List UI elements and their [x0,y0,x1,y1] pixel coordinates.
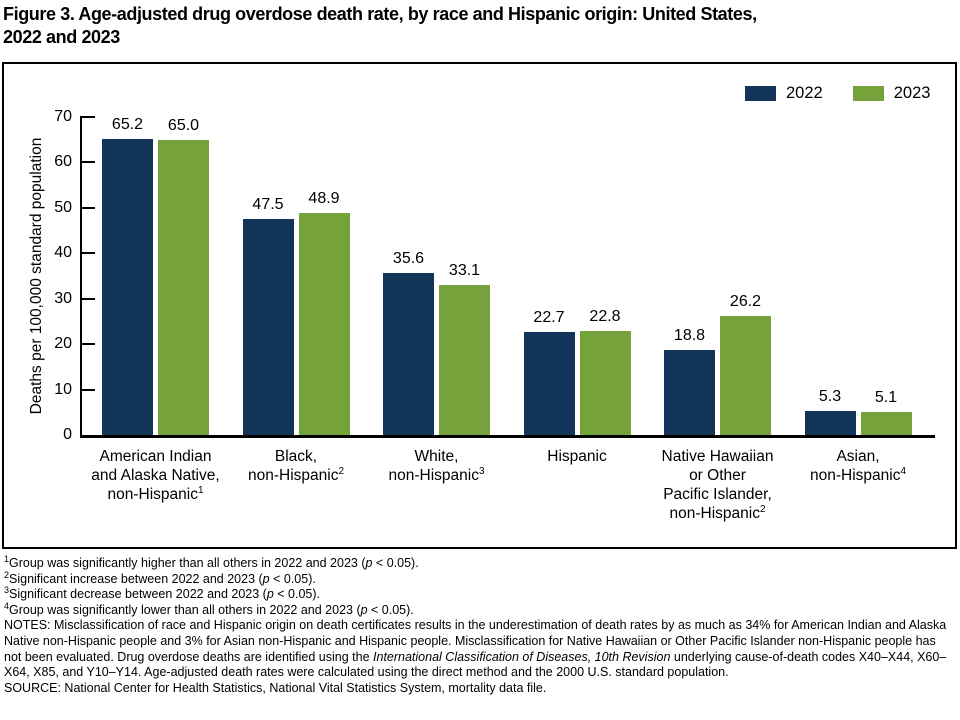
bar-value-label: 26.2 [729,292,762,310]
footnote-line-4: 4Group was significantly lower than all … [4,600,414,617]
legend-label-2022: 2022 [786,84,823,102]
category-footnote-marker: 2 [759,503,766,515]
legend: 2022 2023 [745,84,930,103]
figure-title-line-2: 2022 and 2023 [3,27,120,47]
bar-value-label: 33.1 [448,261,481,279]
y-axis-tick-label: 10 [54,380,72,398]
y-axis-tick [80,252,95,255]
figure-title: Figure 3. Age-adjusted drug overdose dea… [3,3,957,49]
y-axis-tick-label: 50 [54,198,72,216]
y-axis-tick-label: 40 [54,244,72,262]
y-axis-tick [80,206,95,209]
category-label-group-4: Hispanic [547,448,607,465]
bar-value-label: 48.9 [308,189,340,207]
category-footnote-marker: 1 [197,484,204,496]
footnote-line-3: 3Significant decrease between 2022 and 2… [4,585,321,602]
x-axis-line [80,435,935,438]
bar-value-label: 5.1 [874,388,898,406]
bar-value-label: 47.5 [252,196,284,214]
bar-2023-group-5 [720,315,771,435]
bar-value-label: 5.3 [818,387,842,405]
legend-item-2022: 2022 [745,84,823,103]
footnote-line-2: 2Significant increase between 2022 and 2… [4,569,316,586]
footnote-marker: 1 [4,553,10,564]
category-label-group-3: White, non-Hispanic3 [388,448,485,484]
bar-2023-group-6 [860,411,912,435]
footnote-marker: 4 [4,600,10,611]
bar-2022-group-3 [383,273,434,435]
category-label-group-5: Native Hawaiian or Other Pacific Islander,… [661,448,774,522]
y-axis-tick-label: 70 [54,108,72,125]
y-axis-tick [80,388,95,391]
bar-2022-group-1 [102,138,153,435]
category-footnote-marker: 4 [900,465,907,477]
category-label-group-1: American Indian and Alaska Native, non-His… [91,448,220,503]
category-footnote-marker: 3 [478,465,485,477]
y-axis-tick [80,116,95,118]
y-axis-tick-label: 60 [54,153,72,171]
category-label-group-2: Black, non-Hispanic2 [247,448,345,484]
category-footnote-marker: 2 [338,465,345,477]
bar-value-label: 22.8 [589,308,621,326]
bar-2022-group-4 [523,331,575,435]
bar-2023-group-3 [439,284,490,435]
footnote-marker: 2 [4,569,10,580]
footnotes: 1Group was significantly higher than all… [4,553,956,618]
y-axis-tick [80,297,95,300]
category-label-group-6: Asian, non-Hispanic4 [809,448,907,484]
y-axis-tick [80,343,95,346]
chart-panel: 2022 2023 Deaths per 100,000 standard po… [2,62,957,549]
y-axis-tick-label: 30 [54,289,72,307]
source-text: SOURCE: National Center for Health Stati… [4,680,547,695]
plot-area: 0 10 20 30 40 50 60 70 65.2 65.0 American Indian an… [4,64,955,547]
notes-text: NOTES: Misclassification of race and His… [4,618,947,680]
bar-value-label: 65.0 [167,116,200,134]
bar-2023-group-2 [298,212,350,435]
bar-2022-group-2 [242,219,294,435]
legend-swatch-2022 [745,86,776,101]
figure-title-line-1: Figure 3. Age-adjusted drug overdose dea… [3,4,757,24]
bar-2023-group-4 [579,331,631,435]
y-axis-tick-label: 0 [63,426,72,443]
bar-value-label: 22.7 [533,308,565,326]
y-axis-tick-label: 20 [54,335,72,353]
bar-value-label: 18.8 [673,326,706,344]
y-axis-tick [80,161,95,164]
footnote-marker: 3 [4,585,10,596]
y-axis-line [80,116,82,437]
bar-value-label: 35.6 [392,250,425,268]
footnote-line-1: 1Group was significantly higher than all… [4,553,419,570]
bar-2022-group-6 [804,410,856,435]
bar-2023-group-1 [158,139,209,435]
legend-swatch-2023 [852,86,884,101]
bar-value-label: 65.2 [111,115,144,133]
legend-label-2023: 2023 [893,84,931,102]
bar-2022-group-5 [664,349,715,435]
legend-item-2023: 2023 [852,84,931,103]
footer-text-block: 1Group was significantly higher than all… [4,553,956,696]
